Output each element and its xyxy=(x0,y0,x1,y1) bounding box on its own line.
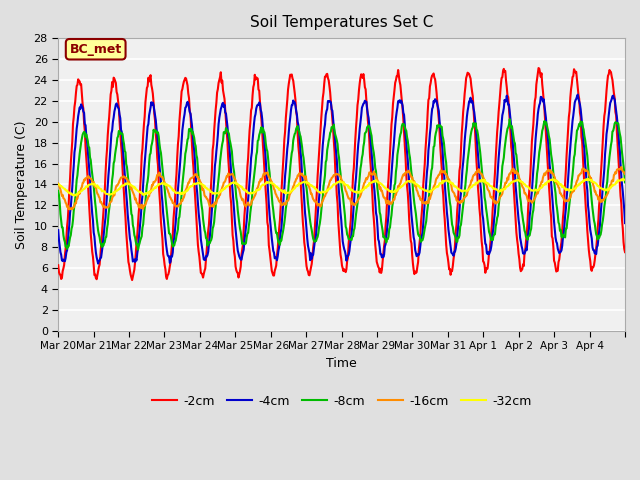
-32cm xyxy=(275,187,283,193)
-32cm xyxy=(122,180,129,186)
-8cm xyxy=(134,247,142,252)
-2cm xyxy=(275,226,283,231)
-8cm xyxy=(433,127,440,133)
-4cm xyxy=(574,92,582,97)
-32cm xyxy=(70,192,78,198)
-4cm xyxy=(122,179,129,184)
-16cm xyxy=(226,172,234,178)
Line: -16cm: -16cm xyxy=(58,167,625,209)
-8cm xyxy=(506,116,513,122)
-32cm xyxy=(619,176,627,181)
-2cm xyxy=(254,76,262,82)
-2cm xyxy=(128,277,136,283)
-16cm xyxy=(254,185,262,191)
-4cm xyxy=(254,102,262,108)
-8cm xyxy=(275,240,283,246)
-2cm xyxy=(433,90,440,96)
-2cm xyxy=(401,143,408,148)
-16cm xyxy=(275,199,283,204)
-32cm xyxy=(54,181,62,187)
Line: -8cm: -8cm xyxy=(58,119,625,250)
-4cm xyxy=(94,261,102,266)
-16cm xyxy=(401,170,408,176)
-32cm xyxy=(621,177,629,182)
Y-axis label: Soil Temperature (C): Soil Temperature (C) xyxy=(15,120,28,249)
-32cm xyxy=(254,187,262,193)
Text: BC_met: BC_met xyxy=(70,43,122,56)
X-axis label: Time: Time xyxy=(326,357,357,370)
Line: -2cm: -2cm xyxy=(58,68,625,280)
-8cm xyxy=(621,180,629,185)
-32cm xyxy=(226,181,234,187)
-2cm xyxy=(621,249,629,255)
Title: Soil Temperatures Set C: Soil Temperatures Set C xyxy=(250,15,433,30)
-16cm xyxy=(618,164,625,170)
-2cm xyxy=(534,65,542,71)
-8cm xyxy=(121,148,129,154)
-16cm xyxy=(621,171,629,177)
-8cm xyxy=(54,188,62,194)
-32cm xyxy=(401,180,408,186)
-4cm xyxy=(54,227,62,233)
-4cm xyxy=(621,220,629,226)
-4cm xyxy=(226,148,234,154)
-8cm xyxy=(401,124,408,130)
-4cm xyxy=(401,121,408,127)
Legend: -2cm, -4cm, -8cm, -16cm, -32cm: -2cm, -4cm, -8cm, -16cm, -32cm xyxy=(147,390,536,413)
-2cm xyxy=(121,204,129,210)
-32cm xyxy=(433,184,440,190)
-8cm xyxy=(226,137,234,143)
-2cm xyxy=(226,179,234,185)
Line: -4cm: -4cm xyxy=(58,95,625,264)
-4cm xyxy=(433,98,440,104)
-16cm xyxy=(66,206,74,212)
Line: -32cm: -32cm xyxy=(58,179,625,195)
-16cm xyxy=(54,180,62,186)
-16cm xyxy=(433,175,440,181)
-8cm xyxy=(254,138,262,144)
-4cm xyxy=(275,244,283,250)
-2cm xyxy=(54,263,62,268)
-16cm xyxy=(122,176,129,181)
